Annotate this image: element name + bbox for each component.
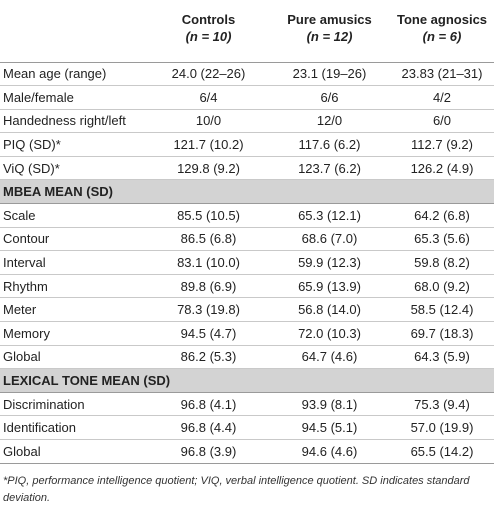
cell-pure-amusics: 72.0 (10.3) (269, 321, 390, 346)
cell-tone-agnosics: 65.5 (14.2) (390, 439, 494, 464)
table-row: Male/female 6/4 6/6 4/2 (0, 85, 494, 110)
header-row: Controls Pure amusics Tone agnosics (0, 0, 494, 28)
row-label: ViQ (SD)* (0, 156, 148, 181)
cell-controls: 86.5 (6.8) (148, 227, 269, 252)
table-row: Handedness right/left 10/0 12/0 6/0 (0, 109, 494, 134)
cell-controls: 6/4 (148, 85, 269, 110)
table-row: PIQ (SD)* 121.7 (10.2) 117.6 (6.2) 112.7… (0, 132, 494, 157)
row-label: PIQ (SD)* (0, 132, 148, 157)
cell-tone-agnosics: 112.7 (9.2) (390, 132, 494, 157)
table-row: Rhythm 89.8 (6.9) 65.9 (13.9) 68.0 (9.2) (0, 274, 494, 299)
cell-pure-amusics: 117.6 (6.2) (269, 132, 390, 157)
cell-pure-amusics: 6/6 (269, 85, 390, 110)
cell-tone-agnosics: 23.83 (21–31) (390, 62, 494, 87)
cell-pure-amusics: 64.7 (4.6) (269, 345, 390, 370)
cell-controls: 24.0 (22–26) (148, 62, 269, 87)
row-label: Mean age (range) (0, 62, 148, 87)
cell-tone-agnosics: 75.3 (9.4) (390, 392, 494, 417)
cell-pure-amusics: 56.8 (14.0) (269, 297, 390, 323)
row-label: Global (0, 345, 148, 370)
header-blank (0, 0, 148, 28)
table-row: Contour 86.5 (6.8) 68.6 (7.0) 65.3 (5.6) (0, 227, 494, 252)
cell-pure-amusics: 123.7 (6.2) (269, 156, 390, 181)
header-n-row: (n = 10) (n = 12) (n = 6) (0, 28, 494, 63)
cell-tone-agnosics: 69.7 (18.3) (390, 321, 494, 346)
row-label: Handedness right/left (0, 109, 148, 134)
cell-controls: 78.3 (19.8) (148, 297, 269, 323)
cell-tone-agnosics: 126.2 (4.9) (390, 156, 494, 181)
header-tone-agnosics-n: (n = 6) (390, 28, 494, 63)
header-pure-amusics-n: (n = 12) (269, 28, 390, 63)
cell-pure-amusics: 59.9 (12.3) (269, 250, 390, 275)
table-row: Scale 85.5 (10.5) 65.3 (12.1) 64.2 (6.8) (0, 203, 494, 228)
row-label: Identification (0, 415, 148, 440)
table-row: Global 86.2 (5.3) 64.7 (4.6) 64.3 (5.9) (0, 345, 494, 370)
row-label: Memory (0, 321, 148, 346)
cell-pure-amusics: 12/0 (269, 109, 390, 134)
row-label: Meter (0, 297, 148, 323)
row-label: Rhythm (0, 274, 148, 299)
section-header-mbea: MBEA MEAN (SD) (0, 179, 494, 205)
cell-pure-amusics: 65.3 (12.1) (269, 203, 390, 228)
cell-controls: 94.5 (4.7) (148, 321, 269, 346)
table-row: Global 96.8 (3.9) 94.6 (4.6) 65.5 (14.2) (0, 439, 494, 464)
table-row: Meter 78.3 (19.8) 56.8 (14.0) 58.5 (12.4… (0, 297, 494, 323)
table-row: Discrimination 96.8 (4.1) 93.9 (8.1) 75.… (0, 392, 494, 417)
header-controls: Controls (181, 12, 236, 27)
cell-controls: 89.8 (6.9) (148, 274, 269, 299)
cell-controls: 85.5 (10.5) (148, 203, 269, 228)
cell-controls: 129.8 (9.2) (148, 156, 269, 181)
table-row: Interval 83.1 (10.0) 59.9 (12.3) 59.8 (8… (0, 250, 494, 275)
header-tone-agnosics: Tone agnosics (396, 12, 488, 27)
cell-tone-agnosics: 59.8 (8.2) (390, 250, 494, 275)
cell-tone-agnosics: 65.3 (5.6) (390, 227, 494, 252)
cell-controls: 121.7 (10.2) (148, 132, 269, 157)
cell-pure-amusics: 68.6 (7.0) (269, 227, 390, 252)
section-header-lexical-tone: LEXICAL TONE MEAN (SD) (0, 368, 494, 393)
cell-tone-agnosics: 64.2 (6.8) (390, 203, 494, 228)
row-label: Discrimination (0, 392, 148, 417)
section-title: LEXICAL TONE MEAN (SD) (0, 368, 494, 393)
cell-controls: 10/0 (148, 109, 269, 134)
cell-tone-agnosics: 68.0 (9.2) (390, 274, 494, 299)
cell-controls: 96.8 (3.9) (148, 439, 269, 464)
table-footnote: *PIQ, performance intelligence quotient;… (3, 475, 470, 504)
cell-controls: 86.2 (5.3) (148, 345, 269, 370)
cell-tone-agnosics: 64.3 (5.9) (390, 345, 494, 370)
cell-controls: 96.8 (4.1) (148, 392, 269, 417)
row-label: Global (0, 439, 148, 464)
cell-tone-agnosics: 57.0 (19.9) (390, 415, 494, 440)
table-row: Identification 96.8 (4.4) 94.5 (5.1) 57.… (0, 415, 494, 440)
cell-pure-amusics: 94.6 (4.6) (269, 439, 390, 464)
cell-pure-amusics: 94.5 (5.1) (269, 415, 390, 440)
table-row: ViQ (SD)* 129.8 (9.2) 123.7 (6.2) 126.2 … (0, 156, 494, 181)
cell-controls: 96.8 (4.4) (148, 415, 269, 440)
participant-table: Controls Pure amusics Tone agnosics (n =… (0, 0, 494, 464)
section-title: MBEA MEAN (SD) (0, 179, 494, 205)
row-label: Interval (0, 250, 148, 275)
cell-pure-amusics: 23.1 (19–26) (269, 62, 390, 87)
cell-pure-amusics: 93.9 (8.1) (269, 392, 390, 417)
cell-controls: 83.1 (10.0) (148, 250, 269, 275)
cell-tone-agnosics: 4/2 (390, 85, 494, 110)
header-n-blank (0, 28, 148, 63)
table-row: Mean age (range) 24.0 (22–26) 23.1 (19–2… (0, 62, 494, 87)
cell-tone-agnosics: 58.5 (12.4) (390, 297, 494, 323)
row-label: Contour (0, 227, 148, 252)
row-label: Male/female (0, 85, 148, 110)
header-pure-amusics: Pure amusics (287, 12, 372, 27)
table-row: Memory 94.5 (4.7) 72.0 (10.3) 69.7 (18.3… (0, 321, 494, 346)
cell-pure-amusics: 65.9 (13.9) (269, 274, 390, 299)
cell-tone-agnosics: 6/0 (390, 109, 494, 134)
row-label: Scale (0, 203, 148, 228)
header-controls-n: (n = 10) (148, 28, 269, 63)
